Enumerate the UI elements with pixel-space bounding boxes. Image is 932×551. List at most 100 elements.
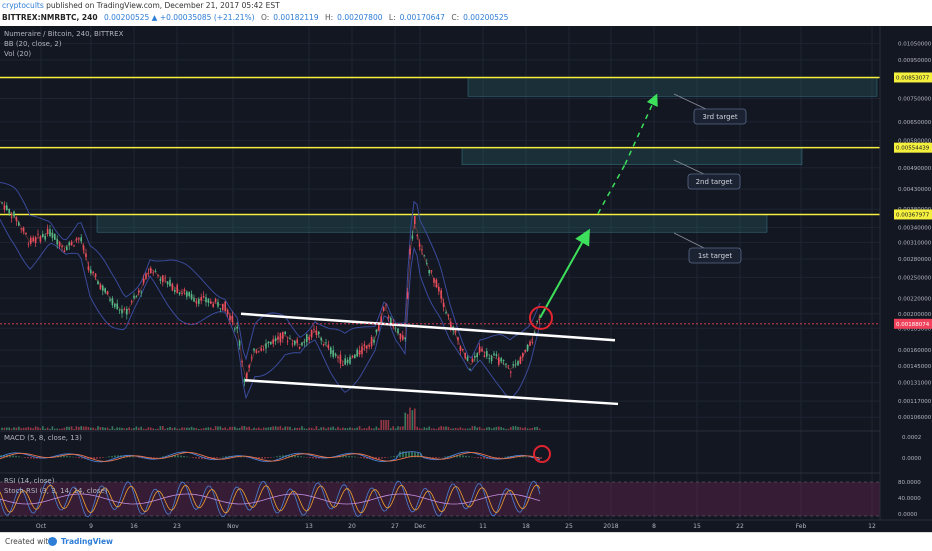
macd-histogram-bar	[264, 457, 266, 459]
author-link[interactable]: cryptocults	[2, 1, 44, 10]
volume-bar	[515, 426, 517, 430]
volume-bar	[227, 429, 229, 430]
volume-bar	[179, 429, 181, 430]
time-tick-label: 22	[736, 523, 744, 530]
macd-histogram-bar	[195, 457, 197, 458]
macd-histogram-bar	[177, 455, 179, 457]
macd-histogram-bar	[303, 457, 305, 458]
volume-bar	[104, 428, 106, 430]
volume-bar	[49, 429, 51, 430]
candle-body	[404, 338, 406, 340]
volume-bar	[174, 427, 176, 430]
candle-body	[412, 235, 414, 238]
candle-body	[246, 373, 248, 378]
volume-bar	[30, 428, 32, 430]
candle-body	[102, 286, 104, 291]
macd-histogram-bar	[243, 457, 245, 458]
macd-histogram-bar	[276, 456, 278, 457]
candle-body	[54, 234, 56, 240]
candle-body	[397, 328, 399, 333]
price-tick-label: 0.00950000	[898, 58, 932, 64]
price-axis[interactable]: 0.010500000.009500000.008500000.00750000…	[880, 26, 932, 520]
volume-bar	[510, 427, 512, 430]
volume-bar	[512, 426, 514, 430]
tradingview-link[interactable]: TradingView	[61, 537, 113, 546]
time-tick-label: 8	[652, 523, 656, 530]
candle-body	[205, 297, 207, 302]
time-tick-label: 13	[305, 523, 313, 530]
volume-bar	[292, 429, 294, 430]
price-tick-label: 0.00430000	[898, 187, 932, 193]
candle-body	[491, 356, 493, 361]
candle-body	[378, 325, 380, 331]
volume-bar	[107, 428, 109, 430]
volume-bar	[40, 428, 42, 430]
volume-bar	[205, 428, 207, 430]
volume-bar	[527, 429, 529, 430]
macd-histogram-bar	[63, 456, 65, 457]
legend-bb: BB (20, close, 2)	[4, 40, 62, 48]
macd-histogram-bar	[27, 457, 29, 458]
volume-bar	[162, 426, 164, 430]
volume-bar	[488, 427, 490, 430]
volume-bar	[289, 427, 291, 430]
macd-histogram-bar	[393, 456, 395, 457]
candle-body	[481, 349, 483, 352]
candle-body	[73, 246, 75, 247]
volume-bar	[347, 428, 349, 430]
candle-body	[234, 328, 236, 329]
candle-body	[308, 337, 310, 340]
candle-body	[95, 274, 97, 277]
price-tick-label: 0.00106000	[898, 415, 932, 421]
volume-bar	[294, 428, 296, 430]
candle-body	[306, 334, 308, 342]
volume-bar	[133, 428, 135, 430]
volume-bar	[35, 426, 37, 430]
candle-body	[35, 237, 37, 243]
volume-bar	[145, 429, 147, 430]
macd-histogram-bar	[96, 457, 98, 459]
volume-bar	[193, 428, 195, 430]
candle-body	[488, 358, 490, 359]
candle-body	[220, 308, 222, 309]
volume-bar	[6, 428, 8, 430]
time-tick-label: Dec	[414, 523, 426, 530]
candle-body	[522, 353, 524, 357]
macd-histogram-bar	[300, 456, 302, 457]
time-tick-label: 18	[522, 523, 530, 530]
candle-body	[85, 254, 87, 258]
price-tick-label: 0.00340000	[898, 225, 932, 231]
volume-bar	[61, 429, 63, 430]
volume-bar	[208, 427, 210, 430]
candle-body	[241, 361, 243, 362]
candle-body	[316, 330, 318, 334]
volume-bar	[397, 426, 399, 430]
volume-bar	[414, 408, 416, 430]
macd-histogram-bar	[381, 457, 383, 459]
candle-body	[145, 273, 147, 278]
candle-body	[143, 279, 145, 284]
candle-body	[200, 297, 202, 300]
volume-bar	[155, 429, 157, 430]
volume-bar	[428, 427, 430, 430]
macd-histogram-bar	[387, 457, 389, 458]
close-value: 0.00200525	[463, 13, 508, 22]
candle-body	[311, 330, 313, 337]
candle-body	[294, 341, 296, 345]
candle-body	[90, 270, 92, 273]
candle-body	[16, 217, 18, 221]
price-tick-label: 0.00200000	[898, 312, 932, 318]
candle-body	[97, 281, 99, 284]
volume-bar	[368, 426, 370, 430]
volume-bar	[251, 429, 253, 430]
candle-body	[484, 356, 486, 357]
volume-bar	[232, 427, 234, 430]
volume-bar	[114, 429, 116, 430]
candle-body	[277, 336, 279, 339]
candle-body	[529, 342, 531, 346]
price-tick-label: 0.00250000	[898, 275, 932, 281]
macd-histogram-bar	[498, 457, 500, 458]
price-tick-label: 0.00160000	[898, 348, 932, 354]
